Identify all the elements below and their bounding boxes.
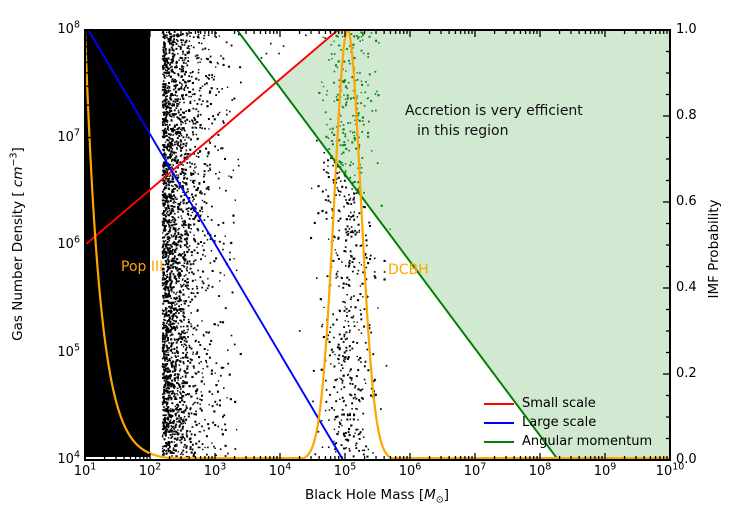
x-tick-label: 104 (268, 461, 292, 479)
legend-item-small-scale: Small scale (484, 394, 652, 413)
annotation-line-2: in this region (417, 123, 509, 139)
sun-symbol: ⊙ (435, 494, 444, 506)
x-axis-label-var: M (424, 487, 436, 503)
x-tick-label: 101 (73, 461, 97, 479)
y-right-tick-label: 0.4 (676, 280, 697, 295)
y-left-tick-label: 108 (57, 19, 80, 37)
x-axis-label-close: ] (443, 487, 450, 503)
x-tick-label: 103 (203, 461, 227, 479)
y-right-tick-label: 0.6 (676, 194, 697, 209)
x-tick-label: 106 (398, 461, 422, 479)
legend-line-sample-blue (484, 421, 514, 424)
y-left-label-text: Gas Number Density [ (10, 187, 26, 341)
x-tick-label: 105 (333, 461, 357, 479)
y-axis-left-label: Gas Number Density [ cm−3] (8, 94, 27, 394)
dcbh-curve-label: DCBH (388, 262, 429, 278)
legend-item-angular-momentum: Angular momentum (484, 432, 652, 451)
y-axis-right-label: IMF Probability (706, 199, 722, 299)
y-left-tick-label: 107 (57, 127, 80, 145)
x-tick-label: 1010 (655, 461, 685, 479)
y-left-label-exp: −3 (8, 152, 20, 167)
x-axis-label-text: Black Hole Mass [ (304, 487, 425, 503)
y-right-tick-label: 0.8 (676, 108, 697, 123)
y-left-tick-label: 104 (57, 449, 80, 467)
efficient-region-annotation: Accretion is very efficient in this regi… (405, 101, 583, 141)
x-tick-label: 108 (528, 461, 552, 479)
legend-label: Large scale (522, 415, 597, 430)
legend-line-sample-red (484, 402, 514, 405)
y-left-tick-label: 106 (57, 234, 80, 252)
y-right-tick-label: 0.0 (676, 452, 697, 467)
y-left-label-close: ] (10, 147, 26, 153)
y-right-tick-label: 0.2 (676, 366, 697, 381)
y-right-tick-label: 1.0 (676, 22, 697, 37)
x-axis-label: Black Hole Mass [M⊙] (304, 487, 450, 506)
x-tick-label: 107 (463, 461, 487, 479)
y-left-tick-label: 105 (57, 342, 80, 360)
annotation-line-1: Accretion is very efficient (405, 103, 583, 119)
legend-line-sample-green (484, 440, 514, 443)
legend-label: Small scale (522, 396, 596, 411)
legend-label: Angular momentum (522, 434, 653, 449)
legend: Small scale Large scale Angular momentum (484, 394, 652, 451)
legend-item-large-scale: Large scale (484, 413, 652, 432)
pop3-curve-label: Pop III (121, 259, 164, 275)
x-tick-label: 109 (593, 461, 617, 479)
y-left-label-var: cm (10, 166, 26, 188)
x-tick-label: 102 (138, 461, 162, 479)
